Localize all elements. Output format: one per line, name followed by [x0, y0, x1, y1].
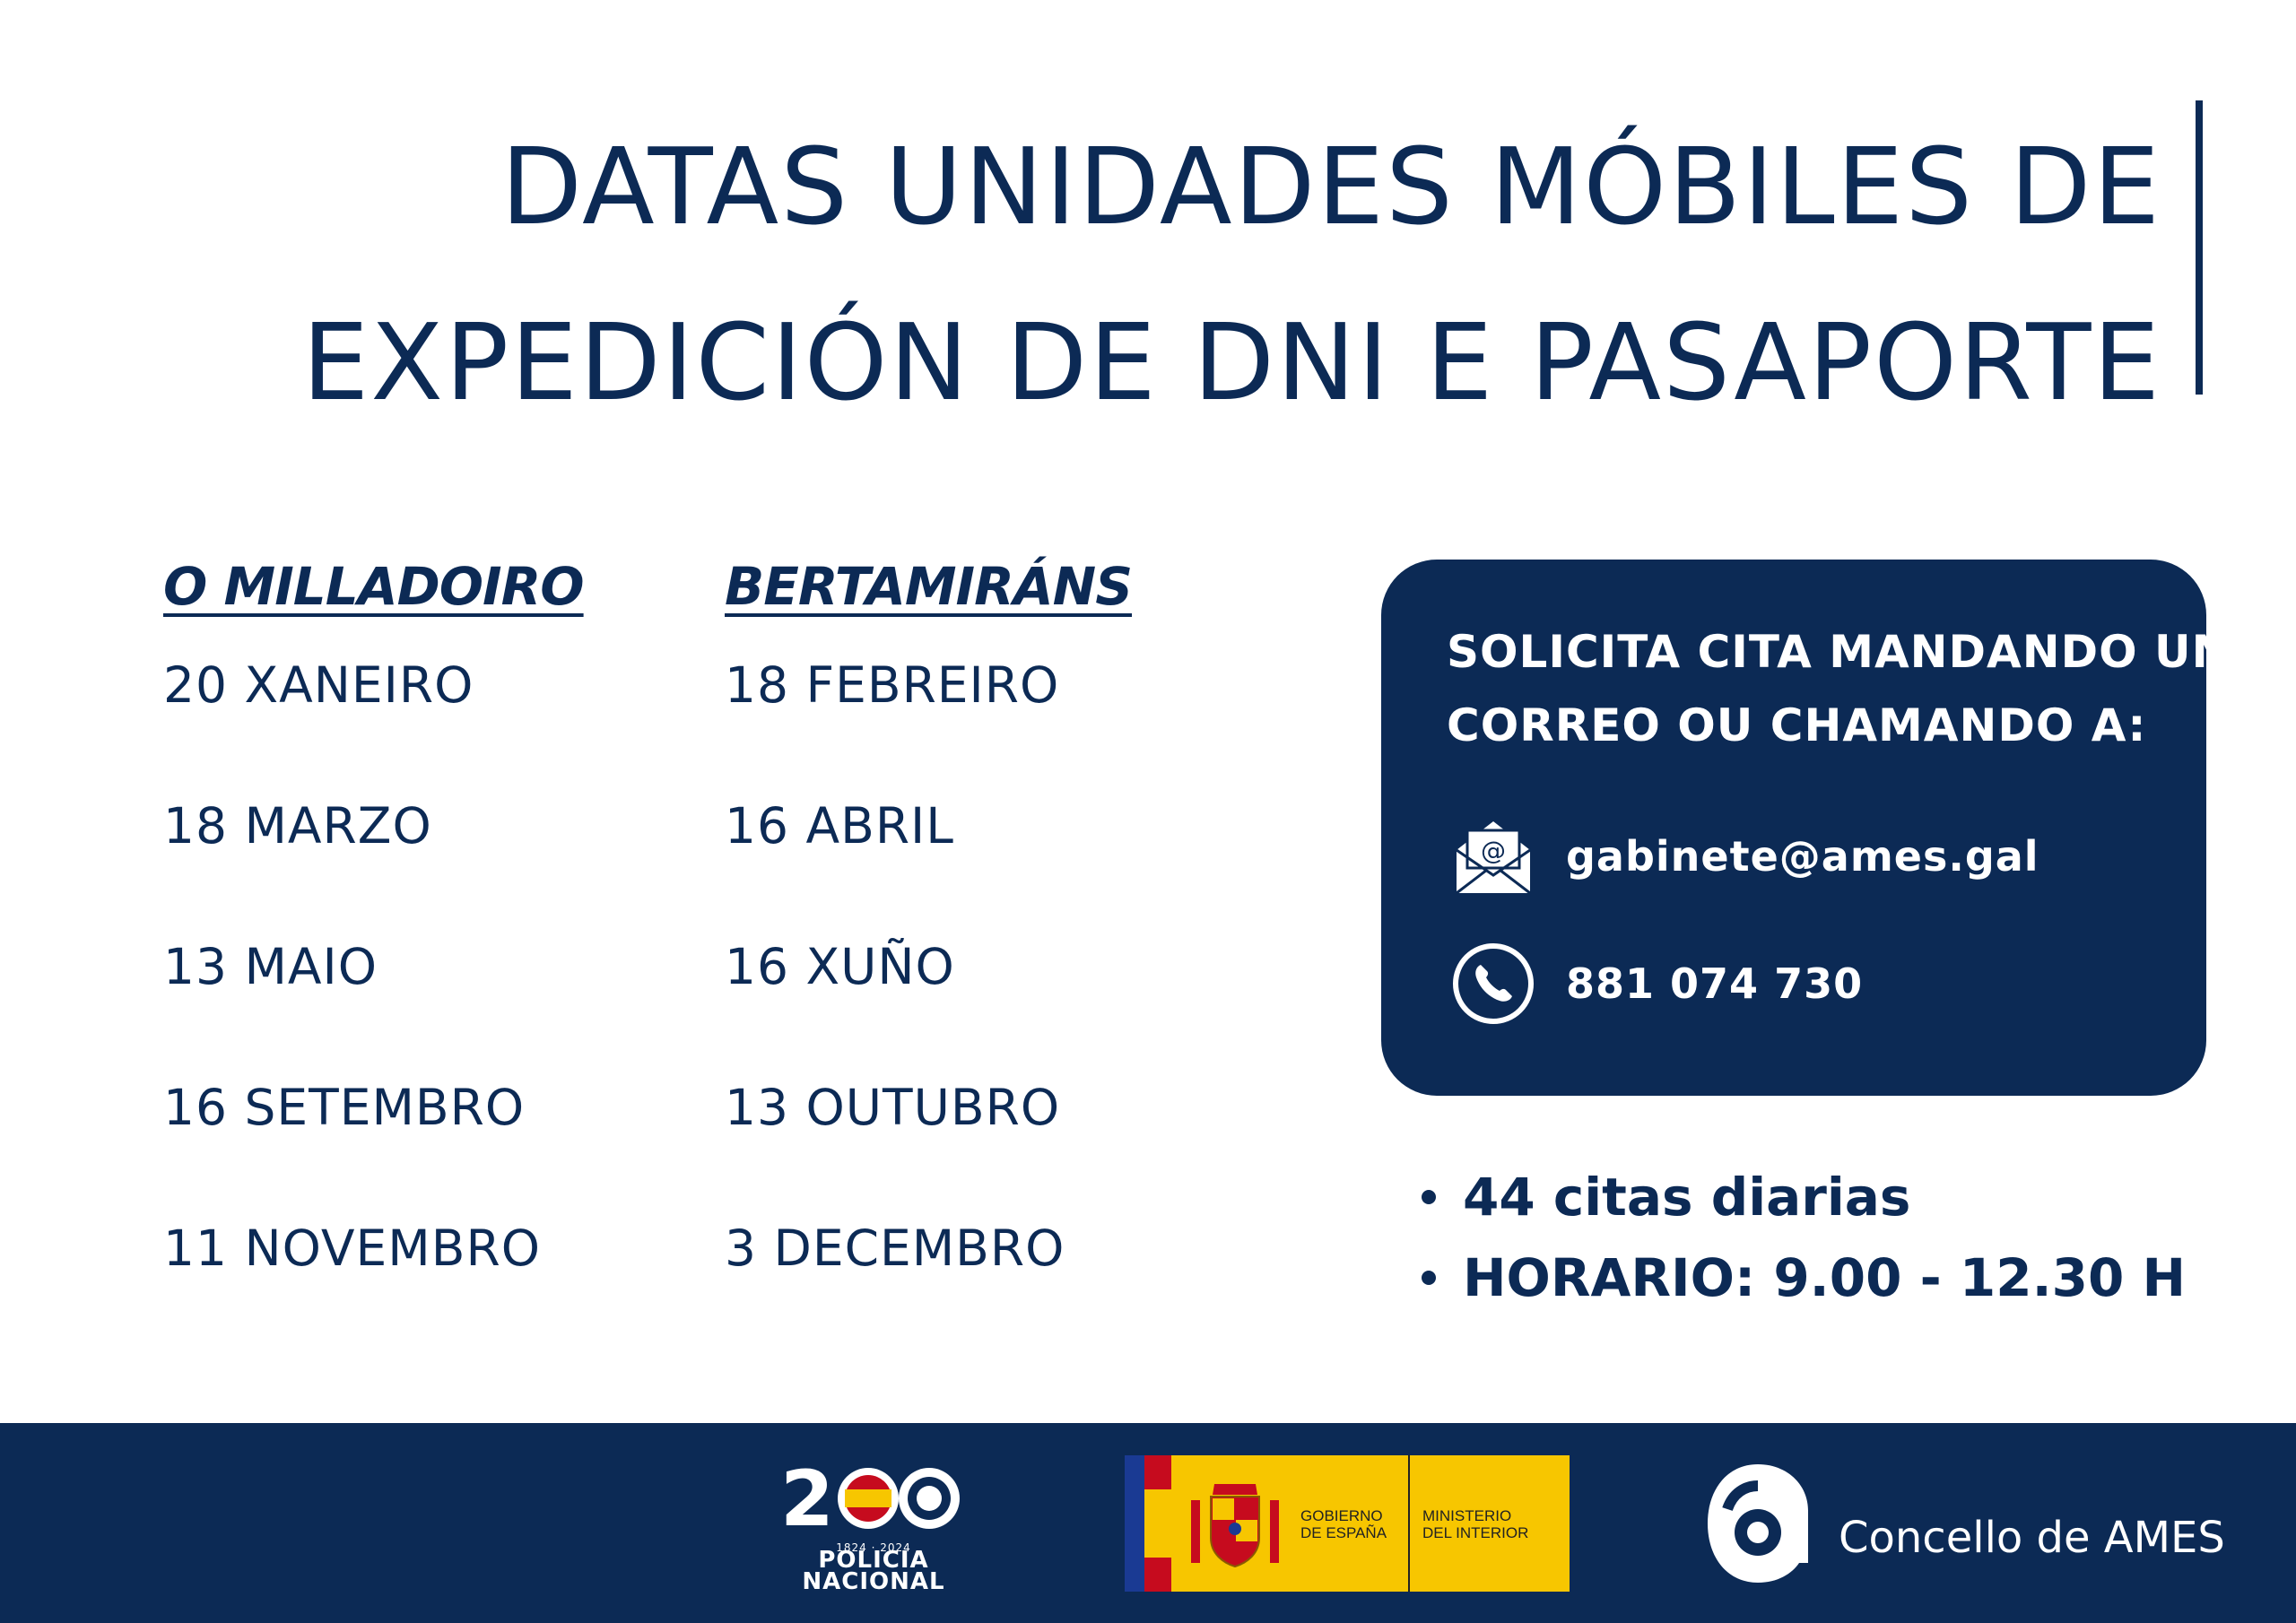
page-title: DATAS UNIDADES MÓBILES DE EXPEDICIÓN DE …: [302, 99, 2161, 450]
bullet-icon: [1422, 1190, 1436, 1204]
concello-ames-logo-icon: [1708, 1464, 1808, 1583]
date-item: 13 MAIO: [163, 938, 378, 995]
envelope-at-icon: @: [1451, 814, 1535, 898]
info-text: 44 citas diarias: [1463, 1167, 1911, 1228]
location-heading: BERTAMIRÁNS: [725, 556, 1133, 617]
gob-divider: [1408, 1455, 1410, 1592]
date-item: 20 XANEIRO: [163, 656, 474, 714]
svg-text:2: 2: [780, 1459, 834, 1540]
policia-nacional-logo: 2 1824 · 2024 POLICIA NACIONAL: [778, 1454, 969, 1595]
date-item: 13 OUTUBRO: [725, 1079, 1061, 1136]
policia-line-2: NACIONAL: [802, 1568, 945, 1595]
concello-ames-text: Concello de AMES: [1839, 1513, 2225, 1563]
contact-heading-line-1: SOLICITA CITA MANDANDO UN: [1447, 626, 2231, 678]
spain-flag-stripe: [1144, 1455, 1171, 1592]
info-item: HORARIO: 9.00 - 12.30 H: [1422, 1237, 2186, 1318]
gobierno-text: GOBIERNO DE ESPAÑA: [1300, 1507, 1387, 1541]
page-title-line-1: DATAS UNIDADES MÓBILES DE: [500, 125, 2161, 248]
title-accent-bar: [2196, 100, 2203, 395]
gobierno-espana-logo: GOBIERNO DE ESPAÑA MINISTERIO DEL INTERI…: [1125, 1455, 1570, 1592]
date-list: 18 FEBREIRO 16 ABRIL 16 XUÑO 13 OUTUBRO …: [725, 633, 1132, 1337]
contact-heading-line-2: CORREO OU CHAMANDO A:: [1447, 699, 2147, 751]
contact-heading: SOLICITA CITA MANDANDO UN CORREO OU CHAM…: [1447, 615, 2230, 762]
page-title-line-2: EXPEDICIÓN DE DNI E PASAPORTE: [301, 300, 2161, 424]
footer-bar: 2 1824 · 2024 POLICIA NACIONAL GOBIERNO …: [0, 1423, 2296, 1623]
date-item: 3 DECEMBRO: [725, 1219, 1065, 1277]
contact-card: SOLICITA CITA MANDANDO UN CORREO OU CHAM…: [1381, 560, 2229, 1096]
email-link[interactable]: gabinete@ames.gal: [1566, 832, 2039, 881]
eu-stars-stripe: [1125, 1455, 1144, 1592]
location-heading: O MILLADOIRO: [163, 556, 585, 617]
date-item: 11 NOVEMBRO: [163, 1219, 542, 1277]
date-item: 16 XUÑO: [725, 938, 955, 995]
phone-link[interactable]: 881 074 730: [1566, 959, 1864, 1008]
policia-years: 1824 · 2024: [836, 1541, 911, 1554]
date-item: 16 ABRIL: [725, 797, 954, 855]
location-column-bertamirans: BERTAMIRÁNS 18 FEBREIRO 16 ABRIL 16 XUÑO…: [725, 556, 1133, 1337]
info-item: 44 citas diarias: [1422, 1157, 2186, 1237]
date-item: 18 FEBREIRO: [725, 656, 1060, 714]
info-text: HORARIO: 9.00 - 12.30 H: [1463, 1247, 2187, 1308]
info-list: 44 citas diarias HORARIO: 9.00 - 12.30 H: [1422, 1157, 2186, 1318]
policia-200-emblem-icon: 2: [780, 1454, 960, 1544]
date-list: 20 XANEIRO 18 MARZO 13 MAIO 16 SETEMBRO …: [163, 633, 584, 1337]
date-item: 18 MARZO: [163, 797, 432, 855]
bullet-icon: [1422, 1271, 1436, 1285]
policia-line-1: POLICIA: [818, 1547, 929, 1574]
svg-text:@: @: [1481, 836, 1506, 865]
phone-circle-icon: [1451, 942, 1535, 1026]
coat-of-arms-icon: [1191, 1484, 1279, 1568]
date-item: 16 SETEMBRO: [163, 1079, 526, 1136]
location-column-milladoiro: O MILLADOIRO 20 XANEIRO 18 MARZO 13 MAIO…: [163, 556, 585, 1337]
ministerio-text: MINISTERIO DEL INTERIOR: [1422, 1507, 1529, 1541]
email-contact[interactable]: @ gabinete@ames.gal: [1451, 814, 2039, 898]
phone-contact[interactable]: 881 074 730: [1451, 942, 1863, 1026]
